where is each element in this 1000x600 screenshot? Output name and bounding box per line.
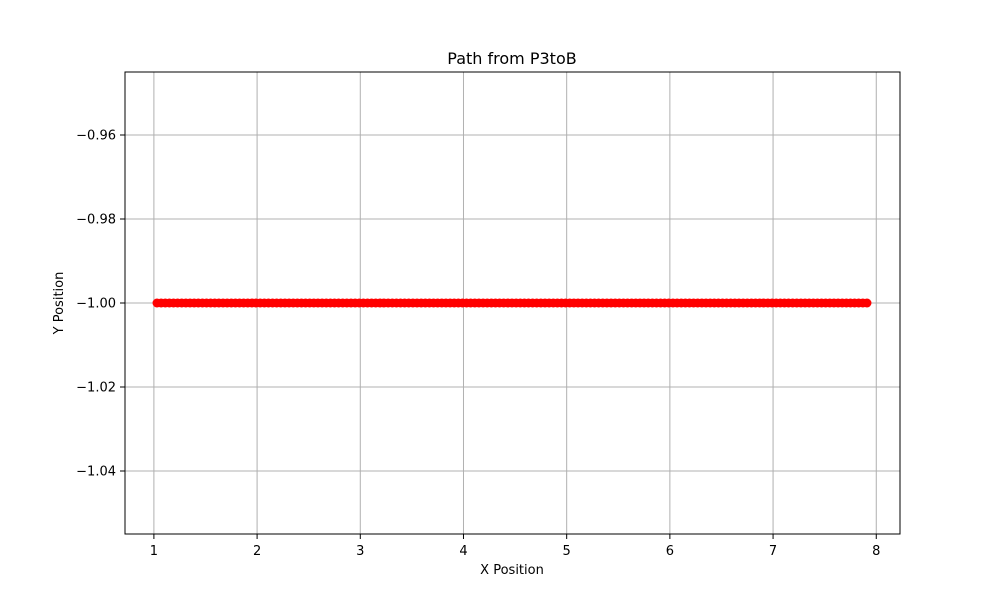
x-tick-label: 4	[459, 544, 467, 559]
y-tick-label: −0.96	[76, 129, 116, 144]
x-tick-label: 2	[253, 544, 261, 559]
y-tick-label: −1.02	[76, 381, 116, 396]
x-tick-label: 5	[563, 544, 571, 559]
y-tick-label: −0.98	[76, 213, 116, 228]
x-tick-label: 1	[150, 544, 158, 559]
y-tick-label: −1.00	[76, 297, 116, 312]
chart-title: Path from P3toB	[447, 49, 576, 68]
x-axis-label: X Position	[480, 563, 544, 578]
x-axis: 1 2 3 4 5 6 7 8	[150, 534, 880, 559]
y-axis: −1.04 −1.02 −1.00 −0.98 −0.96	[76, 129, 125, 480]
y-tick-label: −1.04	[76, 465, 116, 480]
data-point	[862, 298, 872, 308]
x-tick-label: 7	[769, 544, 777, 559]
x-tick-label: 3	[356, 544, 364, 559]
data-points	[152, 298, 872, 308]
y-axis-label: Y Position	[52, 272, 67, 336]
x-tick-label: 8	[872, 544, 880, 559]
x-tick-label: 6	[666, 544, 674, 559]
